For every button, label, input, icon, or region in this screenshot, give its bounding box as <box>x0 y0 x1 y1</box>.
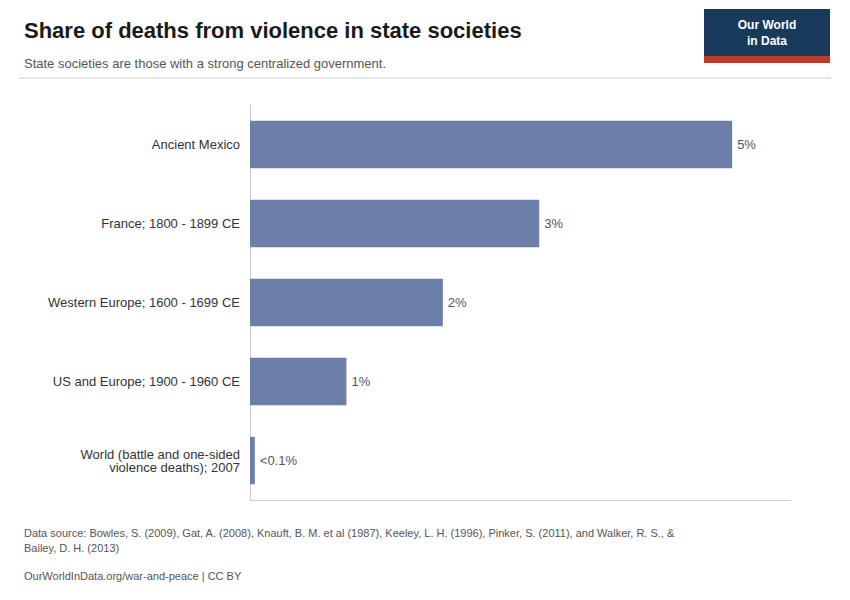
svg-text:Ancient Mexico: Ancient Mexico <box>152 137 240 152</box>
svg-text:State societies are those with: State societies are those with a strong … <box>24 56 386 71</box>
svg-text:Our World: Our World <box>738 18 796 32</box>
svg-text:France; 1800 - 1899 CE: France; 1800 - 1899 CE <box>101 216 240 231</box>
svg-text:violence deaths); 2007: violence deaths); 2007 <box>109 460 240 475</box>
svg-text:in Data: in Data <box>747 34 787 48</box>
svg-text:Share of deaths from violence: Share of deaths from violence in state s… <box>24 18 522 43</box>
svg-text:2%: 2% <box>448 295 467 310</box>
svg-text:Western Europe; 1600 - 1699 CE: Western Europe; 1600 - 1699 CE <box>48 295 240 310</box>
svg-text:<0.1%: <0.1% <box>260 453 298 468</box>
svg-text:3%: 3% <box>544 216 563 231</box>
svg-text:Data source: Bowles, S. (2009): Data source: Bowles, S. (2009), Gat, A. … <box>24 527 675 539</box>
svg-text:OurWorldInData.org/war-and-pea: OurWorldInData.org/war-and-peace | CC BY <box>24 570 242 582</box>
svg-text:Bailey, D. H. (2013): Bailey, D. H. (2013) <box>24 542 119 554</box>
svg-text:1%: 1% <box>351 374 370 389</box>
svg-text:5%: 5% <box>737 137 756 152</box>
svg-text:World (battle and one-sided: World (battle and one-sided <box>80 446 240 462</box>
svg-text:US and Europe; 1900 - 1960 CE: US and Europe; 1900 - 1960 CE <box>53 374 241 389</box>
